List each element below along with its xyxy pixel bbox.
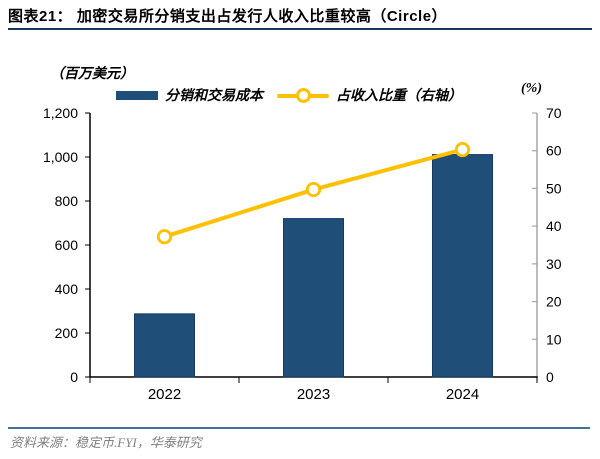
bar-2024 [432,154,493,378]
y-axis-left-tick-label: 400 [55,281,79,297]
x-category-label: 2023 [297,386,330,403]
ratio-marker-2023 [305,181,322,198]
title-underline [8,28,592,30]
footer-rule [8,427,590,429]
y-axis-right-tick-label: 0 [546,369,554,385]
legend-bar-label: 分销和交易成本 [165,89,263,104]
chart-legend: 分销和交易成本 占收入比重（右轴） [116,86,462,104]
y-axis-right-tick-label: 20 [546,294,562,310]
legend-circle-marker-icon [296,87,311,103]
legend-line-label: 占收入比重（右轴） [336,89,462,104]
y-axis-left-tick-label: 1,200 [43,105,78,121]
y-axis-right-tick-label: 70 [546,105,562,121]
y-axis-right-tick-label: 30 [546,256,562,272]
y-axis-right-tick-label: 40 [546,218,562,234]
legend-line-swatch [277,87,329,103]
x-category-label: 2022 [148,386,181,403]
bar-2022 [134,313,195,378]
figure-title: 图表21： 加密交易所分销支出占发行人收入比重较高（Circle） [8,8,448,25]
x-category-label: 2024 [446,386,479,403]
y-axis-left-tick-label: 800 [55,193,79,209]
y-axis-left-tick-label: 600 [55,237,79,253]
legend-bar-swatch [116,90,158,100]
y-axis-right-tick-label: 10 [546,331,562,347]
bar-2023 [283,218,344,378]
right-axis-unit-label: (%) [521,81,542,96]
y-axis-right-tick-label: 50 [546,180,562,196]
ratio-marker-2024 [454,141,471,158]
left-axis-unit-label: （百万美元） [50,67,134,82]
y-axis-left-tick-label: 1,000 [43,149,78,165]
ratio-marker-2022 [156,229,173,245]
y-axis-left-tick-label: 200 [55,325,79,341]
y-axis-left-tick-label: 0 [70,369,78,385]
y-axis-right-tick-label: 60 [546,143,562,159]
source-note: 资料来源：稳定币.FYI，华泰研究 [10,435,202,450]
